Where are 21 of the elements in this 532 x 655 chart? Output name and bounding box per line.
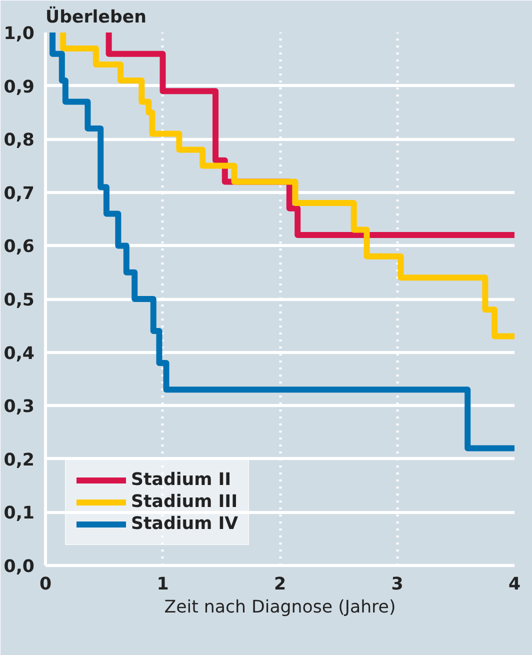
y-tick-label: 0,7 — [4, 184, 35, 204]
y-tick-label: 0,5 — [4, 290, 35, 310]
y-tick-label: 0,8 — [4, 130, 35, 151]
x-tick-label: 2 — [274, 574, 286, 594]
y-tick-label: 1,0 — [4, 24, 35, 44]
y-tick-label: 0,9 — [4, 77, 35, 98]
x-tick-label: 3 — [391, 574, 404, 594]
y-tick-label: 0,6 — [4, 237, 35, 258]
x-tick-label: 1 — [156, 574, 169, 594]
y-tick-label: 0,0 — [4, 557, 35, 577]
legend-label: Stadium II — [131, 470, 232, 490]
y-tick-label: 0,3 — [4, 397, 35, 418]
legend-label: Stadium III — [131, 492, 238, 512]
y-tick-label: 0,4 — [4, 344, 35, 364]
x-tick-label: 4 — [508, 574, 521, 594]
legend-label: Stadium IV — [131, 514, 238, 534]
x-axis-title: Zeit nach Diagnose (Jahre) — [164, 598, 396, 618]
y-tick-label: 0,1 — [4, 504, 35, 524]
y-axis-title: Überleben — [46, 6, 146, 28]
y-tick-label: 0,2 — [4, 450, 35, 470]
x-tick-label: 0 — [39, 574, 52, 594]
